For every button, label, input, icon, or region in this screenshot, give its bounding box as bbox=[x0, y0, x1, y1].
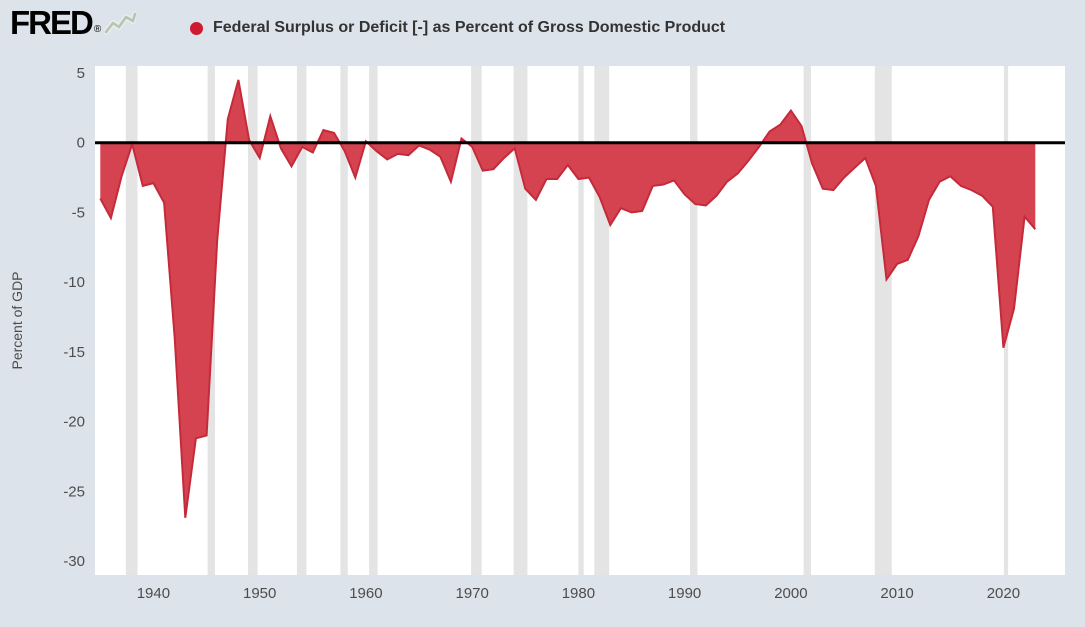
fred-logo[interactable]: FRED ® bbox=[10, 4, 137, 41]
fred-sparkline-icon bbox=[104, 11, 137, 36]
x-tick-label: 1990 bbox=[668, 585, 701, 602]
recession-band bbox=[296, 66, 307, 575]
recession-band bbox=[803, 66, 811, 575]
x-tick-label: 1950 bbox=[243, 585, 276, 602]
recession-band bbox=[340, 66, 348, 575]
recession-band bbox=[471, 66, 482, 575]
chart-title: Federal Surplus or Deficit [-] as Percen… bbox=[213, 19, 726, 36]
x-tick-label: 2010 bbox=[880, 585, 913, 602]
x-tick-label: 2020 bbox=[987, 585, 1020, 602]
y-tick-label: -25 bbox=[63, 483, 85, 500]
recession-band bbox=[125, 66, 138, 575]
x-tick-label: 1980 bbox=[562, 585, 595, 602]
x-tick-label: 1940 bbox=[137, 585, 170, 602]
y-tick-label: 0 bbox=[77, 135, 85, 152]
recession-band bbox=[369, 66, 378, 575]
recession-band bbox=[248, 66, 258, 575]
y-tick-label: -15 bbox=[63, 344, 85, 361]
chart-header: FRED ® Federal Surplus or Deficit [-] as… bbox=[0, 0, 1085, 56]
chart-plot: 5 0 -5 -10 -15 -20 -25 -30 1940 1950 1960 1970 1980 1… bbox=[9, 65, 1065, 602]
y-tick-label: -30 bbox=[63, 553, 85, 570]
y-tick-label: -10 bbox=[63, 274, 85, 291]
series-line bbox=[99, 79, 1037, 518]
y-tick-label: 5 bbox=[77, 65, 85, 82]
y-tick-label: -5 bbox=[72, 204, 85, 221]
recession-band bbox=[513, 66, 528, 575]
y-axis-title: Percent of GDP bbox=[9, 271, 25, 369]
x-tick-label: 1970 bbox=[456, 585, 489, 602]
recession-band bbox=[578, 66, 584, 575]
x-tick-label: 2000 bbox=[774, 585, 807, 602]
x-tick-label: 1960 bbox=[349, 585, 382, 602]
y-tick-label: -20 bbox=[63, 414, 85, 431]
fred-logo-text: FRED bbox=[10, 4, 94, 41]
series-legend-dot bbox=[190, 21, 203, 35]
recession-band bbox=[690, 66, 698, 575]
legend-row: Federal Surplus or Deficit [-] as Percen… bbox=[190, 0, 725, 56]
registered-trademark-icon: ® bbox=[93, 24, 102, 36]
